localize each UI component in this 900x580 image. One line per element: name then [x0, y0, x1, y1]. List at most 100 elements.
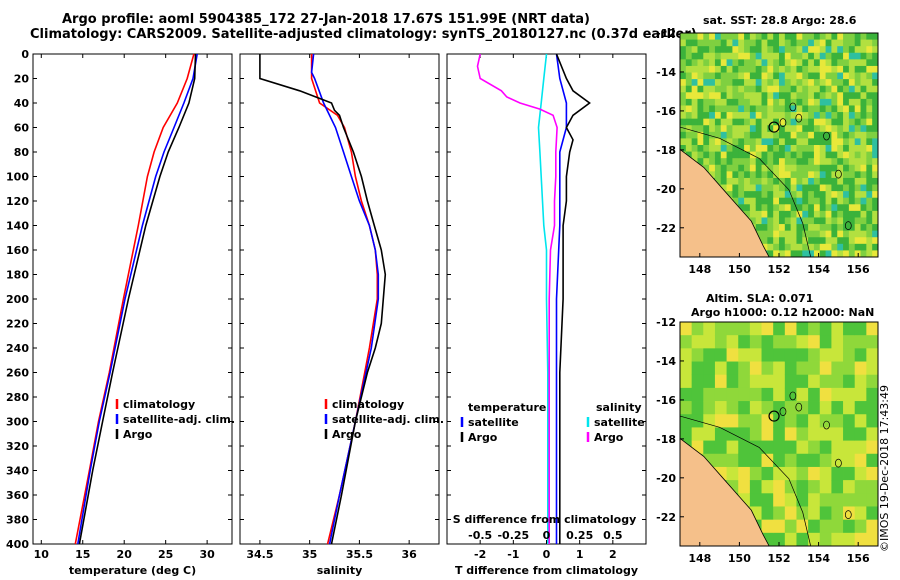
map-cell: [848, 151, 856, 159]
lon-tick-label: 148: [688, 263, 711, 276]
map-cell: [732, 131, 739, 139]
lat-tick-label: -22: [656, 511, 676, 524]
map-cell: [680, 39, 687, 47]
map-cell: [854, 131, 861, 139]
lon-tick-label: 150: [728, 552, 751, 565]
map-cell: [773, 414, 786, 428]
map-cell: [767, 72, 774, 80]
map-cell: [796, 98, 803, 106]
map-cell: [819, 59, 826, 67]
map-cell: [720, 138, 727, 146]
map-cell: [843, 237, 850, 245]
map-cell: [854, 118, 861, 126]
map-cell: [726, 118, 733, 126]
map-cell: [843, 480, 856, 494]
map-cell: [738, 92, 745, 100]
map-cell: [680, 374, 693, 389]
map-cell: [784, 480, 797, 494]
map-cell: [779, 125, 786, 133]
map-cell: [866, 125, 873, 133]
map-cell: [761, 217, 768, 225]
map-cell: [779, 217, 786, 225]
legend-label: climatology: [123, 398, 195, 411]
map-cell: [744, 138, 751, 146]
map-cell: [761, 519, 774, 534]
map-cell: [779, 151, 786, 159]
x-tick-label: 36: [401, 548, 417, 561]
map-cell: [773, 79, 780, 87]
map-cell: [813, 46, 821, 54]
lon-tick-label: 152: [768, 263, 791, 276]
map-cell: [854, 414, 867, 428]
map-cell: [790, 105, 797, 113]
map-cell: [860, 171, 867, 179]
map-cell: [709, 112, 716, 120]
map-cell: [726, 453, 739, 468]
map-cell: [854, 191, 861, 199]
legend-label: satellite: [468, 416, 519, 429]
map-cell: [872, 59, 879, 67]
map-cell: [732, 138, 739, 146]
map-cell: [749, 361, 762, 376]
map-cell: [784, 158, 792, 166]
map-cell: [790, 59, 797, 67]
x-tick-label: 1: [576, 548, 584, 561]
map-cell: [680, 401, 693, 415]
map-cell: [837, 138, 844, 146]
map-cell: [773, 453, 786, 468]
x-axis-label: temperature (deg C): [69, 564, 196, 577]
map-cell: [726, 414, 739, 428]
map-cell: [714, 171, 722, 179]
map-cell: [808, 151, 815, 159]
map-cell: [843, 401, 856, 415]
map-cell: [773, 493, 786, 507]
map-cell: [872, 125, 879, 133]
map-cell: [767, 138, 774, 146]
map-cell: [819, 224, 826, 232]
map-cell: [831, 151, 838, 159]
map-cell: [784, 237, 792, 245]
map-cell: [732, 197, 739, 205]
map-cell: [843, 164, 850, 172]
map-cell: [813, 230, 821, 238]
map-cell: [837, 65, 844, 73]
map-cell: [761, 224, 768, 232]
map-cell: [784, 151, 792, 159]
map-cell: [831, 138, 838, 146]
map-cell: [703, 65, 710, 73]
map-cell: [813, 125, 821, 133]
map-cell: [872, 145, 879, 152]
map-cell: [709, 125, 716, 133]
map-cell: [749, 112, 757, 120]
map-cell: [825, 217, 832, 225]
map-cell: [866, 131, 873, 139]
map-cell: [720, 65, 727, 73]
map-cell: [784, 65, 792, 73]
map-cell: [819, 65, 826, 73]
series-line-satellite-adj-clim-: [310, 53, 380, 545]
map-cell: [825, 230, 832, 238]
map-cell: [714, 348, 727, 362]
map-cell: [784, 191, 792, 199]
map-cell: [726, 98, 733, 106]
map-cell: [843, 98, 850, 106]
map-cell: [784, 184, 792, 192]
map-cell: [691, 118, 698, 126]
map-cell: [784, 335, 797, 349]
map-cell: [819, 440, 832, 455]
map-cell: [732, 105, 739, 113]
map-cell: [767, 184, 774, 192]
map-cell: [726, 72, 733, 80]
map-cell: [738, 322, 751, 336]
map-cell: [732, 59, 739, 67]
map-cell: [773, 65, 780, 73]
map-cell: [866, 79, 873, 87]
map-cell: [755, 191, 762, 199]
map-cell: [697, 158, 704, 166]
map-cell: [703, 46, 710, 54]
map-cell: [860, 65, 867, 73]
map-cell: [854, 532, 867, 547]
map-cell: [755, 52, 762, 60]
map-cell: [691, 52, 698, 60]
lon-tick-label: 154: [807, 263, 830, 276]
